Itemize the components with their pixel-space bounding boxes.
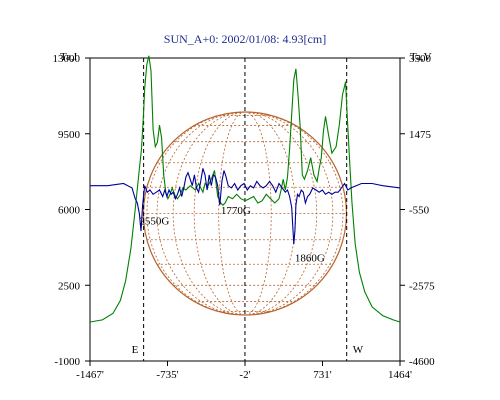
longitude-line [218,111,245,316]
intensity-series-line [89,55,401,323]
limb-label-e: E [132,344,139,356]
field-strength-annotation: 1860G [295,252,325,264]
field-strength-annotation: 1770G [221,205,251,217]
limb-label-w: W [353,344,364,356]
y-left-tick-label: 9500 [58,129,81,141]
y-right-tick-label: -550 [409,205,430,217]
y-right-tick-label: 3500 [409,53,432,65]
right-axis-label: Ta,V [410,51,432,63]
longitude-line [244,111,318,316]
y-left-tick-label: 6000 [58,205,81,217]
longitude-line [146,111,245,316]
y-right-tick-label: -2575 [409,280,435,292]
y-left-tick-label: 13000 [53,53,81,65]
chart-title: SUN_A+0: 2002/01/08: 4.93[cm] [164,32,326,46]
longitude-line [244,111,272,316]
field-strength-annotation: 2550G [139,216,169,228]
longitude-line [244,111,334,316]
tick-layer: -1467' -735' -2' 731' 1464' 13000 9500 6000 2500… [53,53,436,381]
x-tick-label: -1467' [76,369,104,381]
x-tick-label: 1464' [388,369,412,381]
y-right-tick-label: -4600 [409,356,435,368]
left-axis-label: Ta,I [60,51,78,63]
annotation-layer: 2550G 1770G 1860G [139,205,324,265]
x-tick-label: -735' [156,369,178,381]
y-right-tick-label: 1475 [409,129,432,141]
y-left-tick-label: -1000 [54,356,80,368]
x-tick-label: -2' [239,369,250,381]
longitude-line [156,111,245,316]
x-tick-label: 731' [313,369,332,381]
series-layer [89,55,401,323]
polarization-series-line [90,168,401,245]
y-left-tick-label: 2500 [58,280,81,292]
longitude-line [172,111,245,316]
longitude-line [244,111,344,316]
